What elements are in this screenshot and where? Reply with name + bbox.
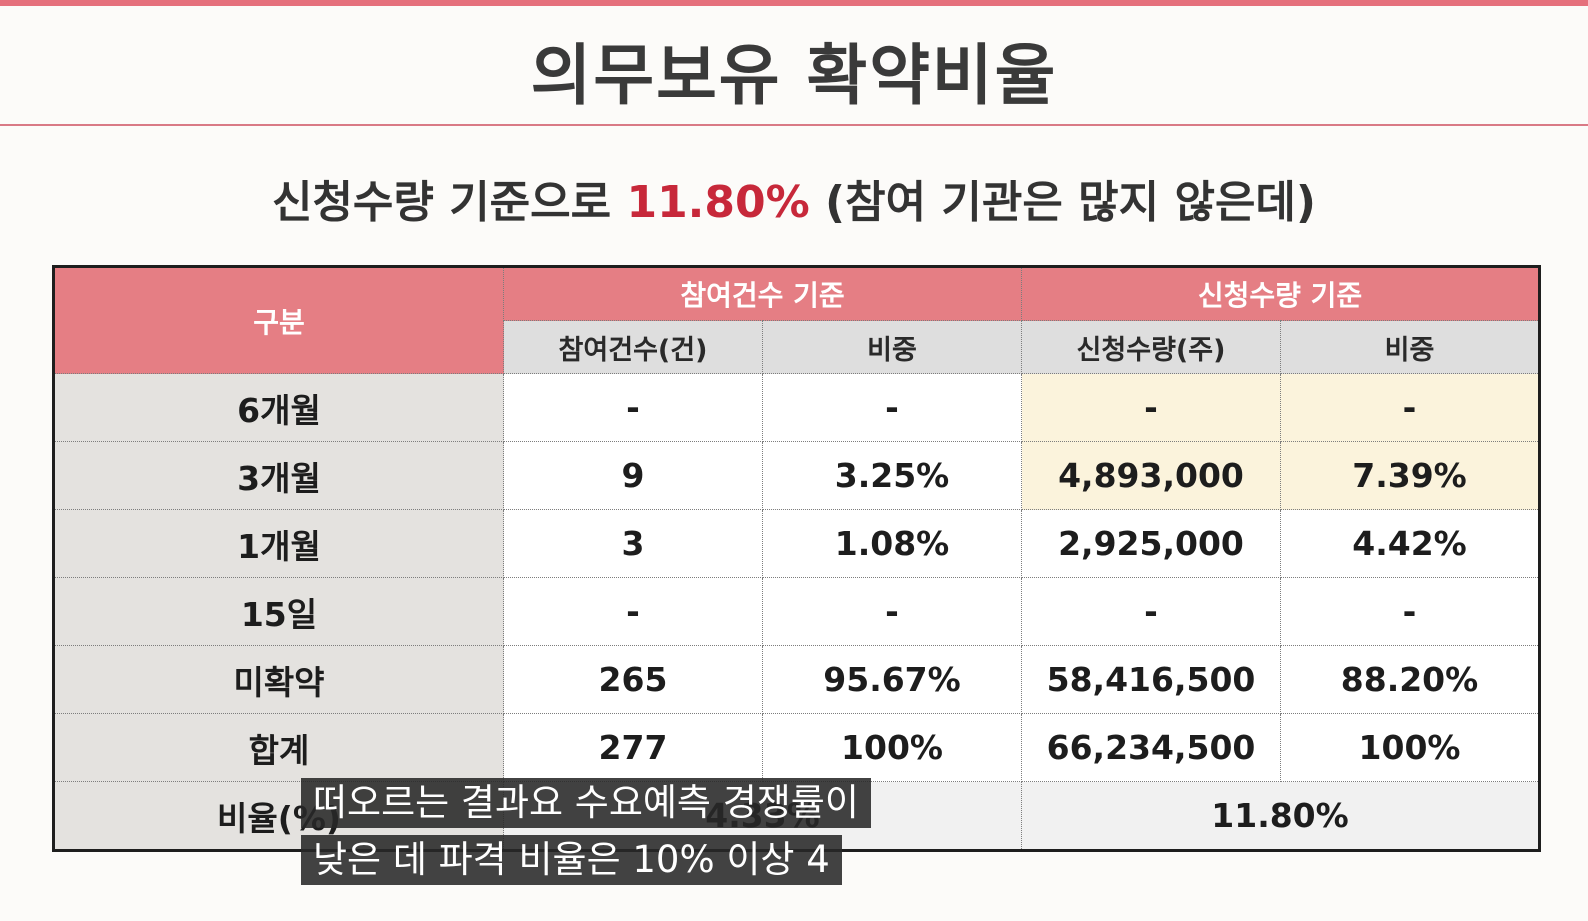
table-cell: -: [762, 577, 1022, 646]
table-cell: -: [503, 577, 763, 646]
table-cell: 3.25%: [762, 441, 1022, 510]
subtitle-suffix: (참여 기관은 많지 않은데): [809, 177, 1317, 228]
group-header-count: 참여건수 기준: [503, 266, 1022, 321]
table-cell: -: [1280, 373, 1540, 442]
table-cell: -: [1280, 577, 1540, 646]
table-cell: -: [1021, 577, 1281, 646]
caption-line-2: 낮은 데 파격 비율은 10% 이상 4: [301, 835, 842, 885]
sub-header-count: 참여건수(건): [503, 320, 763, 374]
subtitle-prefix: 신청수량 기준으로: [271, 177, 627, 228]
row-label: 3개월: [53, 441, 504, 510]
table-row: 6개월 - - - -: [53, 373, 1540, 442]
subtitle-caption: 떠오르는 결과요 수요예측 경쟁률이 낮은 데 파격 비율은 10% 이상 4: [301, 774, 916, 888]
row-label: 6개월: [53, 373, 504, 442]
subtitle-highlight: 11.80%: [626, 177, 810, 228]
row-label: 미확약: [53, 645, 504, 714]
table-row: 미확약 265 95.67% 58,416,500 88.20%: [53, 645, 1540, 714]
table-cell: -: [503, 373, 763, 442]
row-label: 합계: [53, 713, 504, 782]
row-label: 1개월: [53, 509, 504, 578]
corner-header: 구분: [53, 266, 504, 374]
page-title: 의무보유 확약비율: [530, 37, 1058, 114]
group-header-quantity: 신청수량 기준: [1021, 266, 1540, 321]
table-cell: 95.67%: [762, 645, 1022, 714]
table-cell: 4.42%: [1280, 509, 1540, 578]
lockup-ratio-table: 구분 참여건수 기준 신청수량 기준 참여건수(건) 비중 신청수량(주) 비중…: [52, 265, 1541, 852]
table-cell: 58,416,500: [1021, 645, 1281, 714]
table-cell: 9: [503, 441, 763, 510]
table-cell: -: [1021, 373, 1281, 442]
subtitle: 신청수량 기준으로 11.80% (참여 기관은 많지 않은데): [0, 166, 1588, 230]
table-cell: -: [762, 373, 1022, 442]
table-cell: 4,893,000: [1021, 441, 1281, 510]
table-cell: 100%: [762, 713, 1022, 782]
table-cell: 100%: [1280, 713, 1540, 782]
table-cell: 2,925,000: [1021, 509, 1281, 578]
table-cell: 1.08%: [762, 509, 1022, 578]
table-cell: 265: [503, 645, 763, 714]
table-row: 합계 277 100% 66,234,500 100%: [53, 713, 1540, 782]
sub-header-quantity-share: 비중: [1280, 320, 1540, 374]
sub-header-quantity: 신청수량(주): [1021, 320, 1281, 374]
title-divider: [0, 124, 1588, 126]
table-row: 15일 - - - -: [53, 577, 1540, 646]
table-cell: 88.20%: [1280, 645, 1540, 714]
table-row: 3개월 9 3.25% 4,893,000 7.39%: [53, 441, 1540, 510]
sub-header-count-share: 비중: [762, 320, 1022, 374]
row-label: 15일: [53, 577, 504, 646]
table-cell: 3: [503, 509, 763, 578]
table-cell: 66,234,500: [1021, 713, 1281, 782]
ratio-quantity-basis: 11.80%: [1021, 781, 1540, 851]
top-accent-bar: [0, 0, 1588, 6]
table-cell: 7.39%: [1280, 441, 1540, 510]
table-cell: 277: [503, 713, 763, 782]
caption-line-1: 떠오르는 결과요 수요예측 경쟁률이: [301, 778, 871, 828]
table-row: 1개월 3 1.08% 2,925,000 4.42%: [53, 509, 1540, 578]
